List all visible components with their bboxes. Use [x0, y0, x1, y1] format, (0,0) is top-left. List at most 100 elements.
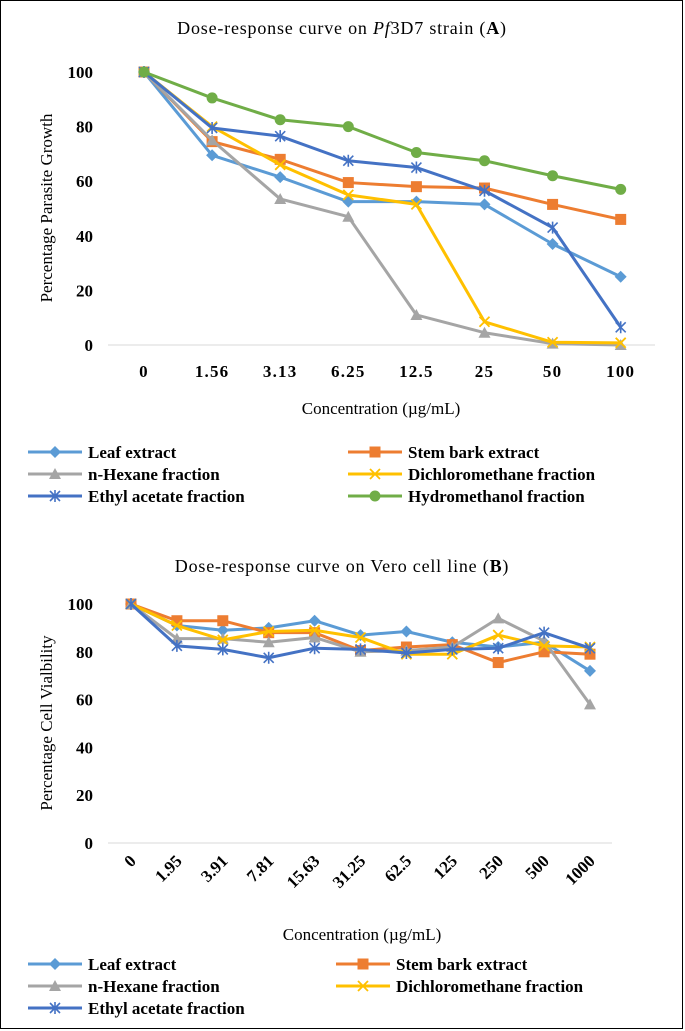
chart-b-legend-marker-3 [357, 980, 369, 992]
chart-b-point-2-8 [492, 612, 505, 624]
chart-a-xtick-label: 0 [139, 362, 149, 381]
chart-a-point-5-0 [138, 66, 150, 78]
chart-b-point-4-1 [171, 639, 183, 652]
chart-a-legend-label-5: Hydromethanol fraction [408, 487, 585, 506]
chart-a-series-line-5 [143, 70, 621, 191]
chart-a-xtick-label: 12.5 [399, 362, 434, 381]
chart-b-ylabel: Percentage Cell Vialbility [37, 635, 56, 811]
chart-b-point-1-1 [171, 615, 183, 627]
chart-b-legend-label-1: Stem bark extract [396, 955, 528, 974]
chart-b-point-4-5 [354, 643, 367, 656]
chart-b-point-4-9 [538, 626, 550, 639]
chart-b-xtick-label: 62.5 [381, 851, 415, 885]
chart-a-legend-marker-3 [369, 468, 381, 480]
chart-b-legend-marker-2 [49, 980, 61, 991]
chart-b-point-3-8 [492, 629, 504, 641]
chart-a-ytick-label: 20 [76, 281, 93, 300]
chart-b-point-4-4 [309, 642, 321, 655]
chart-b-point-4-8 [492, 642, 504, 655]
chart-b-xtick-label: 3.91 [197, 851, 231, 885]
chart-a-point-3-6 [546, 336, 559, 348]
chart-b-point-4-0 [125, 598, 137, 610]
chart-a-legend-marker-4 [49, 490, 61, 502]
chart-a-xtick-label: 3.13 [263, 362, 298, 381]
chart-a-point-0-6 [546, 237, 559, 250]
chart-a-point-0-2 [274, 171, 287, 184]
chart-b-point-0-4 [308, 614, 321, 627]
chart-a-point-5-2 [274, 114, 286, 126]
chart-a-series-line-3 [143, 70, 621, 345]
chart-a-xtick-label: 6.25 [331, 362, 366, 381]
chart-b-point-0-10 [584, 664, 596, 677]
chart-b-ytick-label: 40 [76, 738, 93, 757]
chart-a-point-5-1 [206, 92, 218, 104]
chart-b-xtick-label: 250 [476, 851, 507, 882]
chart-a-point-0-5 [478, 198, 491, 211]
chart-a-point-3-4 [410, 198, 423, 211]
chart-a-ytick-label: 100 [68, 63, 94, 82]
chart-a-point-3-3 [342, 189, 354, 201]
chart-b-xtick-label: 1.95 [151, 851, 185, 885]
chart-a-legend-marker-5 [369, 490, 381, 502]
chart-a-xtick-label: 50 [543, 362, 562, 381]
chart-b-point-3-4 [308, 624, 321, 636]
chart-b-legend-marker-4 [49, 1002, 61, 1014]
chart-a-point-2-4 [410, 308, 423, 320]
chart-b-xtick-label: 500 [521, 851, 552, 882]
chart-b-legend-marker-0 [49, 958, 61, 970]
chart-a-point-4-1 [206, 121, 218, 134]
chart-a-point-2-2 [274, 192, 287, 204]
chart-b-point-1-2 [217, 615, 229, 627]
chart-b-point-2-10 [584, 698, 596, 710]
chart-a-plot: 0 20 40 60 80 100 0 1.56 3.13 6.25 12.5 25 50 100 [68, 63, 655, 381]
chart-a-xtick-label: 100 [606, 362, 635, 381]
chart-a-point-3-2 [274, 159, 286, 171]
chart-a-legend-marker-1 [369, 446, 381, 458]
chart-b-xtick-label: 15.63 [283, 851, 323, 891]
chart-b-legend: Leaf extract Stem bark extract n-Hexane fr… [28, 955, 584, 1018]
chart-a-point-4-3 [342, 154, 354, 167]
chart-b-point-2-4 [308, 631, 321, 643]
chart-a-legend-label-3: Dichloromethane fraction [408, 465, 596, 484]
chart-b-point-4-6 [400, 646, 412, 659]
chart-a-ytick-label: 0 [85, 336, 94, 355]
chart-a-point-1-3 [342, 177, 354, 189]
chart-b-ytick-label: 60 [76, 691, 93, 710]
chart-a-point-0-3 [342, 195, 355, 208]
chart-b-point-3-1 [171, 619, 183, 632]
chart-b-point-2-3 [262, 636, 275, 648]
chart-a-point-5-5 [479, 155, 490, 167]
chart-b-ytick-label: 80 [76, 643, 93, 662]
chart-b-legend-label-4: Ethyl acetate fraction [88, 999, 245, 1018]
chart-a-series-line-0 [142, 71, 622, 279]
chart-a-ytick-label: 60 [76, 172, 93, 191]
chart-b-point-3-2 [217, 634, 229, 646]
chart-a-legend: Leaf extract Stem bark extract n-Hexane fr… [28, 443, 596, 506]
chart-a-point-4-4 [410, 161, 422, 174]
chart-b-point-1-9 [538, 646, 550, 658]
chart-a-point-2-7 [614, 339, 627, 350]
chart-b-point-4-3 [263, 651, 275, 664]
chart-b-title: Dose-response curve on Vero cell line (B… [175, 556, 509, 577]
chart-a-point-1-7 [615, 213, 627, 225]
chart-a-point-5-7 [615, 183, 627, 195]
chart-a-series-line-1 [142, 70, 622, 221]
chart-b-point-3-9 [538, 640, 550, 652]
chart-a-series-line-2 [142, 70, 621, 347]
chart-a-series-line-4 [143, 70, 622, 329]
chart-a-point-1-6 [547, 198, 559, 210]
chart-a-title: Dose-response curve on Pf3D7 strain (A) [177, 18, 507, 39]
chart-a-point-5-4 [410, 147, 422, 159]
chart-a-point-1-4 [410, 181, 422, 193]
chart-b-point-4-7 [446, 643, 458, 656]
chart-b-point-0-2 [216, 624, 229, 637]
chart-a-point-4-5 [478, 184, 491, 197]
chart-a-point-5-3 [342, 121, 354, 133]
chart-b-xtick-label: 0 [120, 851, 139, 870]
chart-b-legend-label-2: n-Hexane fraction [88, 977, 220, 996]
chart-b-xtick-label: 7.81 [243, 851, 277, 885]
chart-a-legend-label-2: n-Hexane fraction [88, 465, 220, 484]
